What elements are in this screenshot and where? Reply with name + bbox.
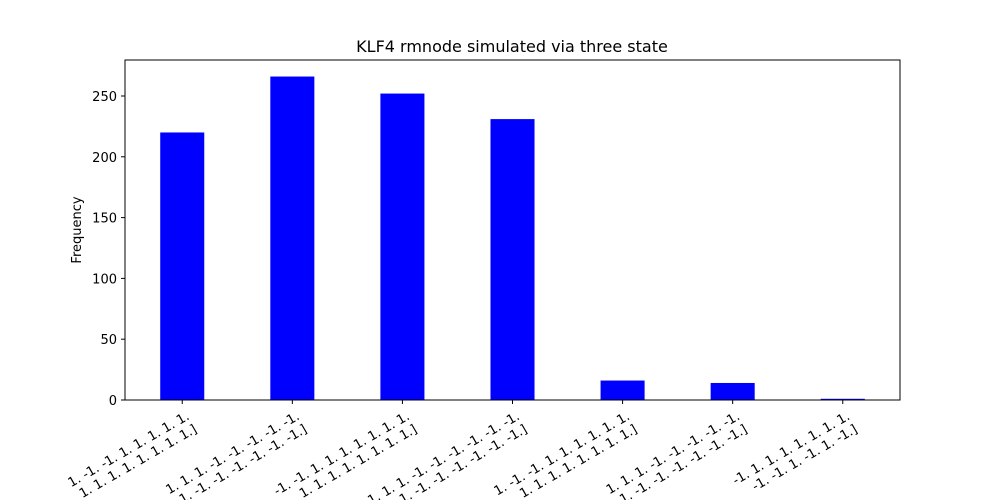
bar	[160, 132, 205, 400]
plot-frame	[124, 59, 901, 401]
y-tick-label: 0	[109, 394, 117, 409]
y-tick-label: 150	[92, 212, 117, 227]
y-axis-label: Frequency	[70, 196, 85, 263]
y-tick-label: 100	[92, 272, 117, 287]
bar	[380, 93, 425, 401]
bar	[490, 119, 535, 401]
bar	[270, 76, 315, 401]
bar	[820, 398, 865, 400]
chart-title: KLF4 rmnode simulated via three state	[356, 37, 668, 56]
y-tick-label: 50	[100, 333, 117, 348]
y-tick-label: 250	[92, 90, 117, 105]
bar	[600, 380, 645, 400]
bar	[710, 382, 755, 400]
y-tick-label: 200	[92, 151, 117, 166]
